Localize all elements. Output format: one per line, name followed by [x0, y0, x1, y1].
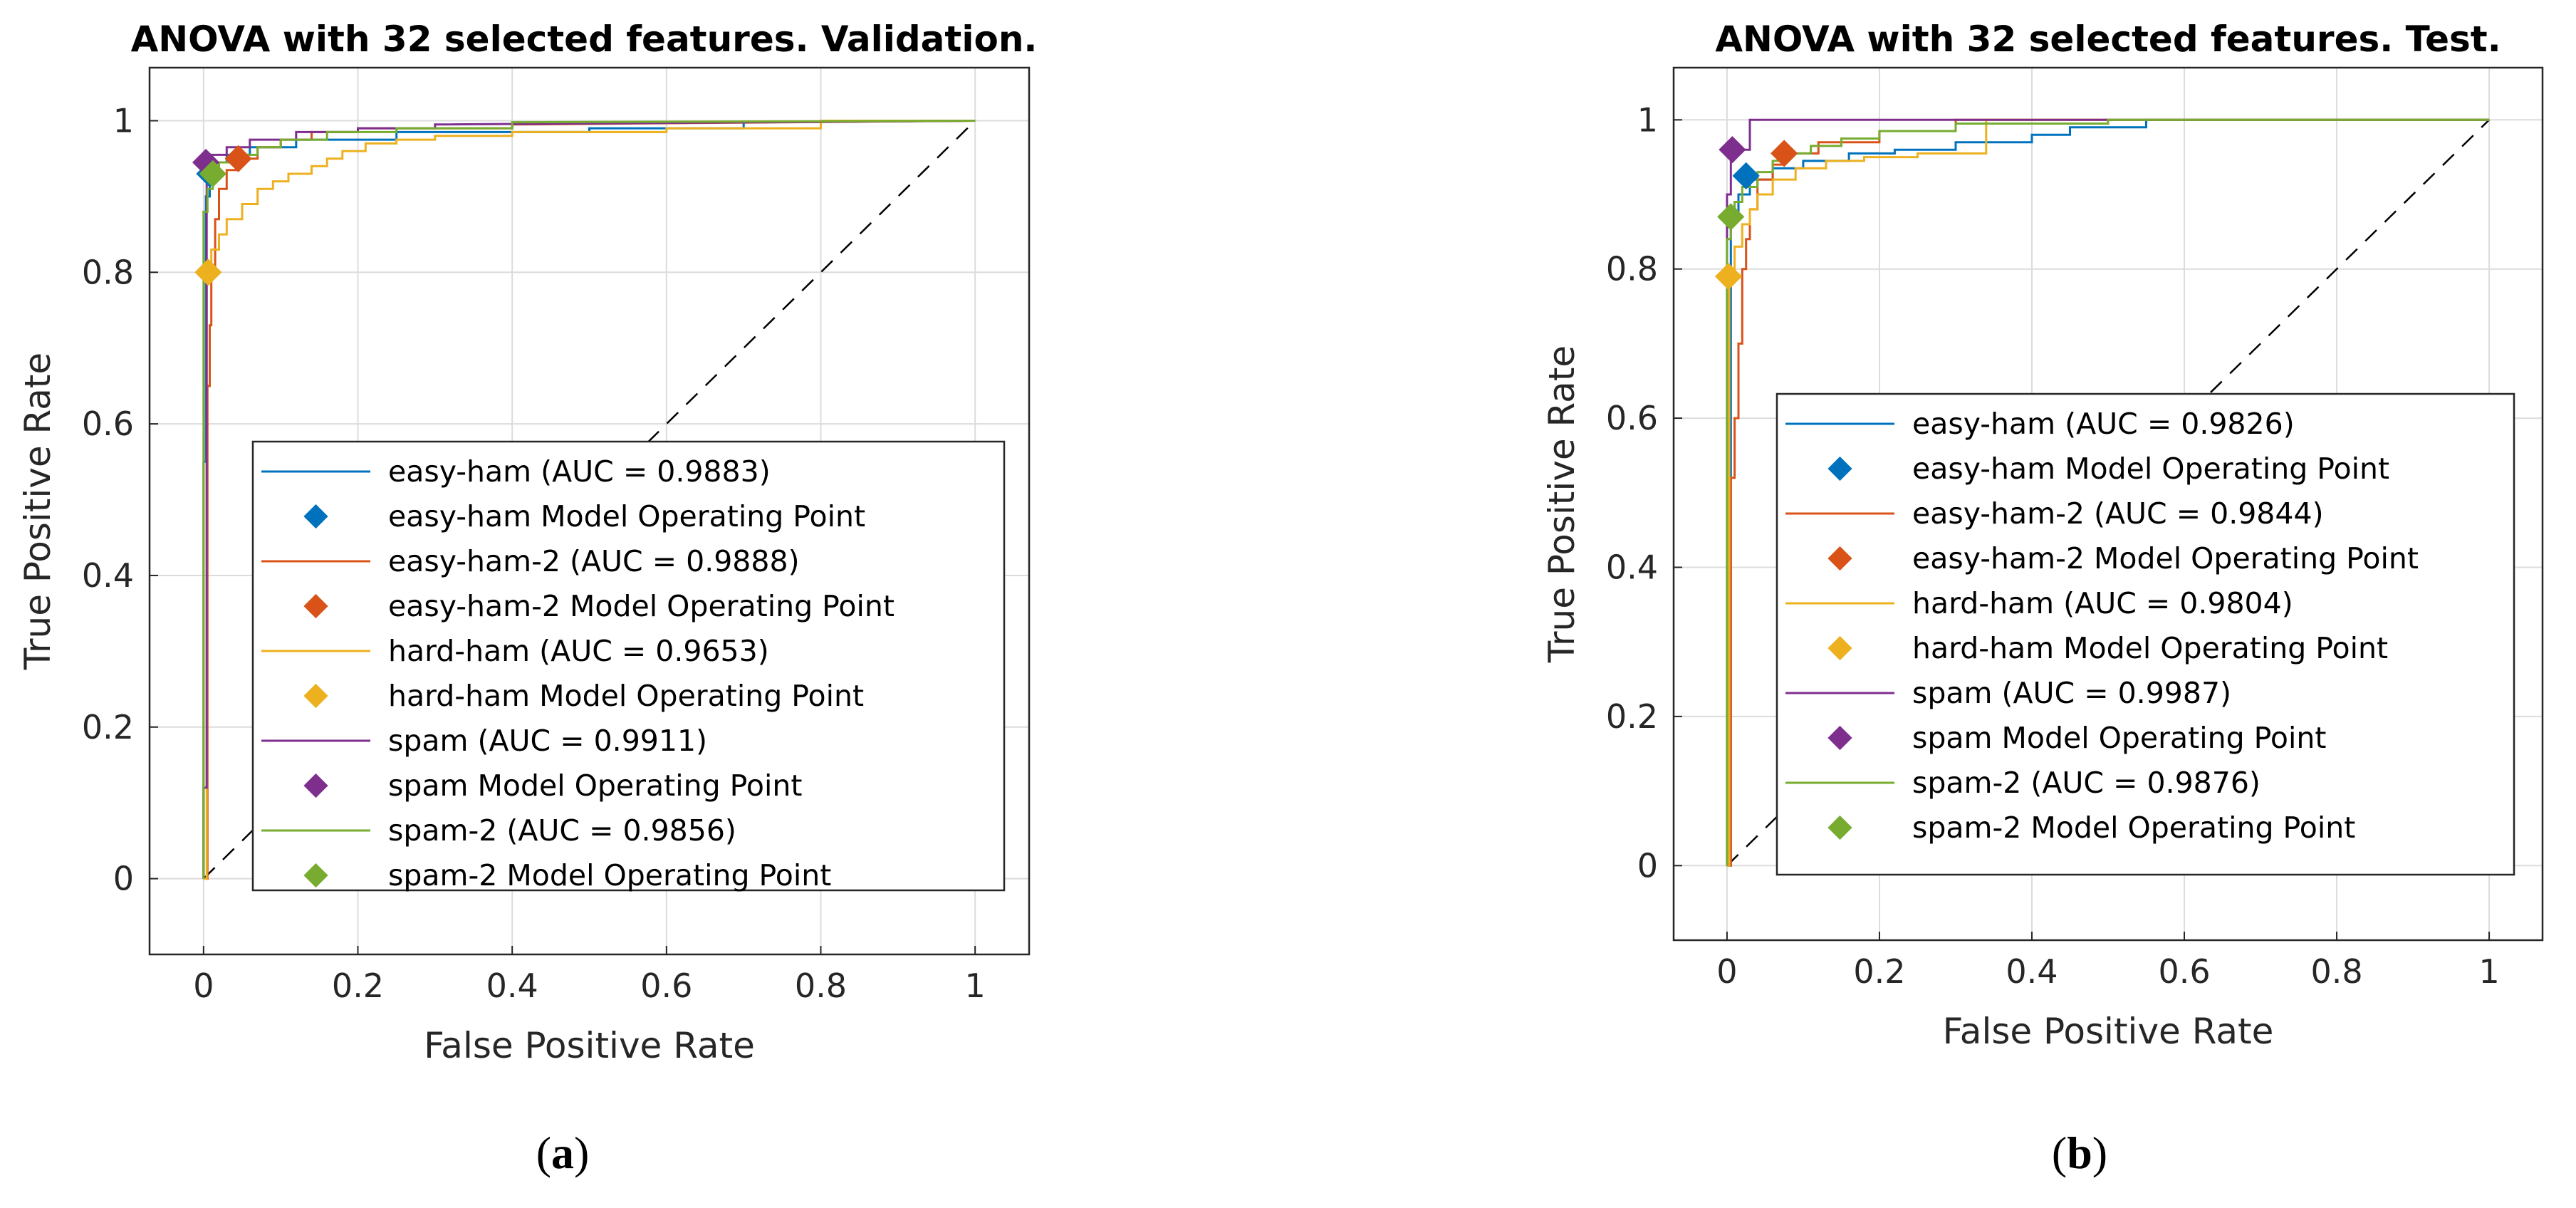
legend-entry: easy-ham-2 Model Operating Point: [388, 589, 895, 623]
x-tick-label: 0.4: [486, 967, 538, 1005]
legend-marker-swatch: [303, 504, 328, 529]
panel-label: (a): [536, 1128, 590, 1178]
roc-curve: [1726, 118, 2490, 867]
y-tick-label: 0: [1637, 846, 1658, 885]
roc-curve: [203, 120, 976, 880]
legend-entry: spam-2 Model Operating Point: [1912, 811, 2355, 845]
legend-entry: easy-ham-2 Model Operating Point: [1912, 541, 2419, 576]
legend-entry: spam Model Operating Point: [388, 769, 802, 803]
legend-entry: easy-ham Model Operating Point: [1912, 452, 2389, 486]
axes-box: [148, 66, 1031, 956]
chart-panel-b: ANOVA with 32 selected features. Test. 0 0…: [1541, 19, 2544, 1178]
legend-marker-swatch: [303, 863, 328, 888]
y-tick-label: 0.2: [82, 708, 134, 746]
roc-curve: [202, 120, 976, 879]
y-tick-label: 1: [113, 101, 134, 140]
y-tick-label: 0.6: [82, 405, 134, 443]
chart-title: ANOVA with 32 selected features. Test.: [1715, 19, 2501, 60]
legend-entry: hard-ham Model Operating Point: [388, 679, 864, 713]
x-tick-label: 0.8: [2310, 952, 2362, 991]
x-tick-label: 0: [193, 967, 214, 1005]
legend-entry: spam (AUC = 0.9987): [1912, 676, 2231, 710]
x-axis-label: False Positive Rate: [424, 1025, 755, 1066]
y-axis-label: True Positive Rate: [17, 353, 58, 670]
roc-curve: [1726, 118, 2490, 867]
roc-curve: [202, 120, 976, 879]
legend-entry: spam Model Operating Point: [1912, 721, 2326, 755]
operating-point-marker: [224, 145, 252, 172]
legend: easy-ham (AUC = 0.9883) easy-ham Model Op…: [251, 440, 1006, 892]
y-tick-label: 0: [113, 860, 134, 898]
legend-entry: easy-ham Model Operating Point: [388, 499, 865, 533]
y-tick-label: 0.4: [82, 556, 134, 595]
chance-diagonal: [202, 120, 976, 880]
legend-entry: spam-2 (AUC = 0.9876): [1912, 766, 2260, 800]
legend-marker-swatch: [1827, 635, 1852, 661]
x-tick-label: 0.2: [332, 967, 384, 1005]
y-tick-label: 0.8: [82, 253, 134, 291]
x-axis-label: False Positive Rate: [1943, 1011, 2274, 1052]
legend-entry: hard-ham (AUC = 0.9804): [1912, 586, 2293, 620]
y-tick-label: 1: [1637, 100, 1658, 139]
legend-marker-swatch: [1827, 456, 1852, 481]
x-tick-label: 0.4: [2006, 952, 2058, 991]
x-tick-label: 0.6: [640, 967, 692, 1005]
legend-entry: easy-ham-2 (AUC = 0.9888): [388, 544, 800, 578]
operating-point-marker: [1714, 263, 1743, 291]
x-tick-label: 1: [965, 967, 986, 1005]
x-tick-label: 0.2: [1853, 952, 1905, 991]
legend-entry: spam (AUC = 0.9911): [388, 724, 707, 758]
x-tick-label: 0.6: [2158, 952, 2210, 991]
y-axis-label: True Positive Rate: [1541, 345, 1582, 663]
operating-point-marker: [199, 160, 226, 188]
y-tick-label: 0.6: [1606, 399, 1658, 437]
chart-title: ANOVA with 32 selected features. Validat…: [131, 19, 1038, 60]
operating-point-marker: [1717, 203, 1745, 231]
operating-point-marker: [1771, 140, 1798, 167]
x-tick-label: 0.8: [795, 967, 847, 1005]
legend-marker-swatch: [1827, 725, 1852, 751]
axes-box: [1672, 66, 2544, 942]
legend-entry: spam-2 (AUC = 0.9856): [388, 813, 736, 848]
y-tick-label: 0.8: [1606, 250, 1658, 288]
legend-marker-swatch: [1827, 815, 1852, 840]
legend-marker-swatch: [303, 683, 328, 709]
legend-box: [251, 440, 1006, 892]
chart-panel-a: ANOVA with 32 selected features. Validat…: [17, 19, 1037, 1178]
operating-point-marker: [1732, 162, 1760, 189]
legend-entry: easy-ham-2 (AUC = 0.9844): [1912, 496, 2324, 531]
legend: easy-ham (AUC = 0.9826) easy-ham Model Op…: [1775, 392, 2515, 876]
operating-point-marker: [194, 259, 222, 286]
x-tick-label: 0: [1716, 952, 1737, 991]
legend-marker-swatch: [303, 593, 328, 619]
operating-point-marker: [1719, 136, 1746, 164]
y-tick-label: 0.2: [1606, 697, 1658, 736]
legend-box: [1775, 392, 2515, 876]
legend-entry: easy-ham (AUC = 0.9826): [1912, 407, 2295, 441]
x-tick-label: 1: [2478, 952, 2499, 991]
legend-marker-swatch: [303, 773, 328, 798]
y-tick-label: 0.4: [1606, 548, 1658, 586]
legend-marker-swatch: [1827, 546, 1852, 571]
legend-entry: hard-ham (AUC = 0.9653): [388, 634, 769, 668]
legend-entry: hard-ham Model Operating Point: [1912, 631, 2388, 665]
legend-entry: spam-2 Model Operating Point: [388, 858, 831, 892]
legend-entry: easy-ham (AUC = 0.9883): [388, 454, 771, 489]
panel-label: (b): [2052, 1128, 2107, 1178]
